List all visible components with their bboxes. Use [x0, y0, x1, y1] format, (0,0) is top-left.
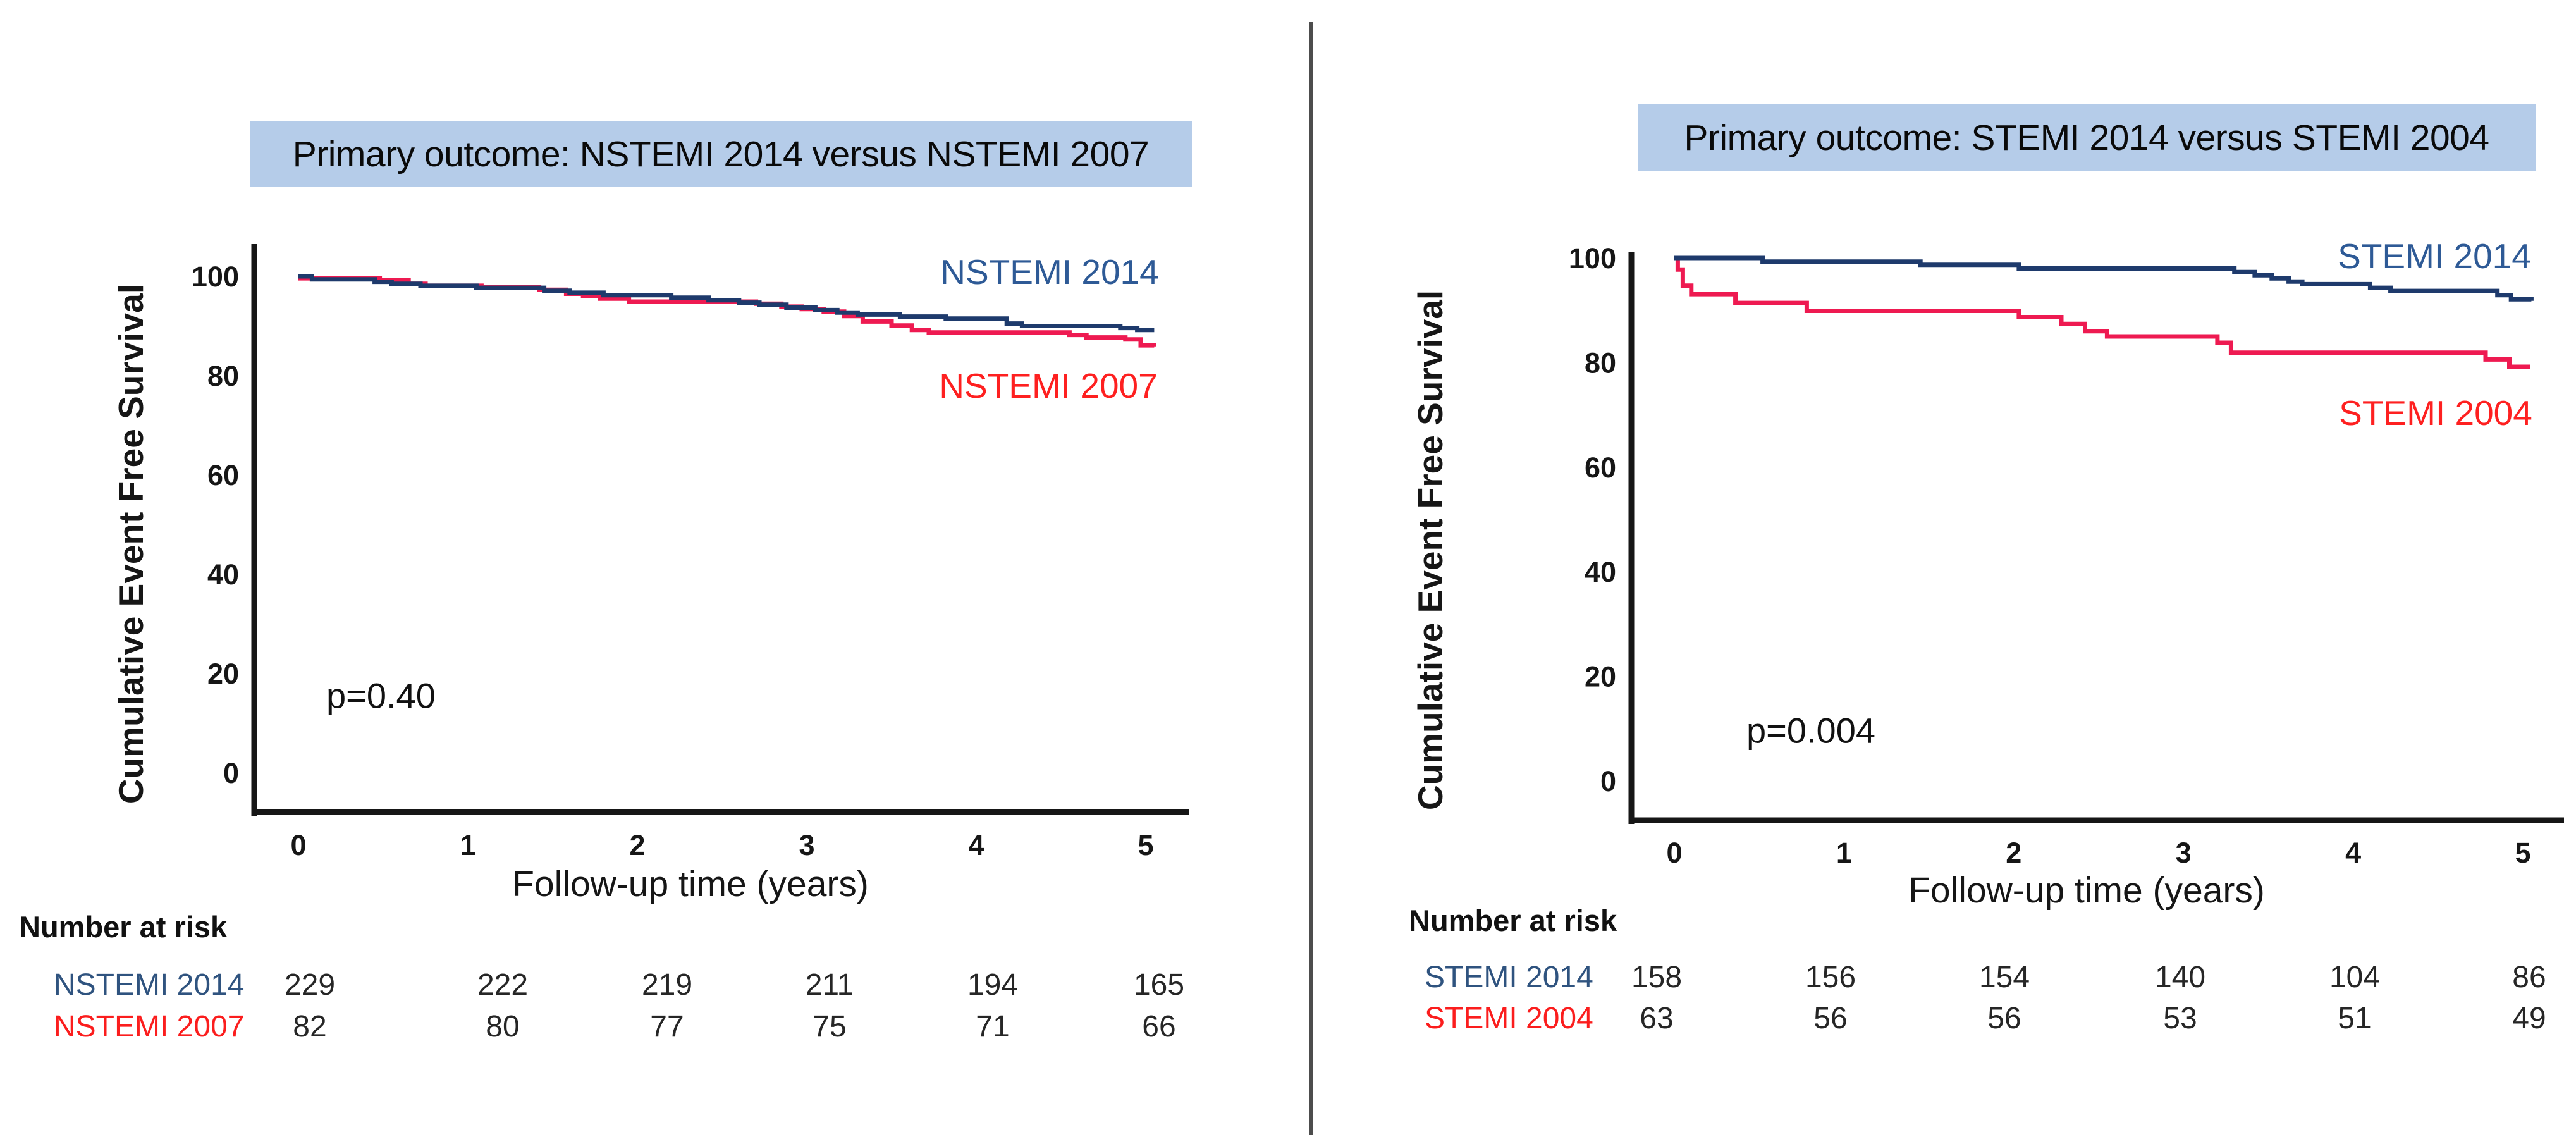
y-tick-label: 0: [223, 757, 239, 789]
risk-count: 219: [641, 968, 693, 1002]
risk-count: 104: [2329, 961, 2381, 994]
risk-count: 56: [1813, 1002, 1848, 1035]
right-series-label-stemi-2014: STEMI 2014: [2338, 237, 2531, 276]
risk-count: 51: [2338, 1002, 2372, 1035]
risk-count: 86: [2512, 961, 2546, 994]
risk-row-label-nstemi-2007: NSTEMI 2007: [54, 1010, 245, 1043]
y-tick-label: 40: [207, 558, 239, 591]
x-tick-label: 3: [799, 829, 814, 861]
x-tick-label: 2: [629, 829, 645, 861]
left-number-at-risk-header: Number at risk: [19, 910, 228, 944]
km-plot-stemi: 100 80 60 40 20 0 0 1 2 3 4 5: [1569, 242, 2564, 869]
risk-count: 154: [1978, 961, 2030, 994]
risk-count: 165: [1133, 968, 1185, 1002]
x-tick-label: 5: [2515, 837, 2530, 869]
y-tick-label: 80: [207, 360, 239, 392]
km-curve-stemi-2014: [1674, 255, 2534, 302]
risk-count: 77: [650, 1010, 684, 1043]
x-tick-label: 1: [460, 829, 475, 861]
x-tick-label: 5: [1138, 829, 1153, 861]
risk-count: 222: [477, 968, 529, 1002]
right-y-axis-title: Cumulative Event Free Survival: [1411, 290, 1450, 811]
y-tick-label: 80: [1585, 347, 1616, 379]
x-tick-label: 0: [290, 829, 306, 861]
right-number-at-risk-header: Number at risk: [1409, 904, 1617, 937]
risk-row-label-nstemi-2014: NSTEMI 2014: [54, 968, 245, 1002]
right-x-axis-title: Follow-up time (years): [1908, 870, 2265, 911]
left-x-axis-title: Follow-up time (years): [512, 864, 869, 904]
risk-row-label-stemi-2014: STEMI 2014: [1425, 961, 1593, 994]
x-tick-label: 2: [2006, 837, 2021, 869]
y-tick-label: 100: [192, 261, 239, 293]
risk-count: 66: [1142, 1010, 1176, 1043]
left-p-value: p=0.40: [326, 675, 436, 716]
risk-count: 63: [1640, 1002, 1674, 1035]
risk-count: 56: [1987, 1002, 2021, 1035]
y-tick-label: 0: [1600, 765, 1616, 797]
panel-divider: [1309, 22, 1313, 1135]
risk-count: 229: [284, 968, 336, 1002]
x-tick-label: 4: [2345, 837, 2361, 869]
y-tick-label: 60: [207, 459, 239, 491]
risk-count: 211: [805, 968, 854, 1002]
left-series-label-nstemi-2007: NSTEMI 2007: [939, 366, 1158, 405]
risk-count: 158: [1631, 961, 1683, 994]
x-tick-label: 1: [1836, 837, 1852, 869]
y-tick-label: 20: [1585, 661, 1616, 693]
km-plot-nstemi: 100 80 60 40 20 0 0 1 2 3 4 5: [192, 244, 1189, 861]
risk-count: 49: [2512, 1002, 2546, 1035]
risk-count: 140: [2154, 961, 2206, 994]
right-series-label-stemi-2004: STEMI 2004: [2339, 393, 2532, 433]
risk-count: 156: [1805, 961, 1856, 994]
x-tick-label: 4: [968, 829, 984, 861]
x-tick-label: 0: [1666, 837, 1682, 869]
left-chart-title: Primary outcome: NSTEMI 2014 versus NSTE…: [250, 121, 1192, 187]
y-tick-label: 40: [1585, 556, 1616, 588]
left-series-label-nstemi-2014: NSTEMI 2014: [940, 252, 1159, 292]
risk-count: 71: [976, 1010, 1010, 1043]
x-tick-label: 3: [2176, 837, 2192, 869]
risk-count: 80: [486, 1010, 520, 1043]
km-curve-stemi-2004: [1674, 255, 2530, 369]
risk-count: 194: [967, 968, 1019, 1002]
risk-count: 82: [293, 1010, 327, 1043]
y-tick-label: 100: [1569, 242, 1616, 274]
right-chart-title: Primary outcome: STEMI 2014 versus STEMI…: [1638, 104, 2536, 171]
risk-count: 53: [2163, 1002, 2197, 1035]
risk-row-label-stemi-2004: STEMI 2004: [1425, 1002, 1593, 1035]
risk-count: 75: [813, 1010, 847, 1043]
left-y-axis-title: Cumulative Event Free Survival: [111, 283, 150, 804]
right-p-value: p=0.004: [1746, 710, 1875, 751]
km-curve-nstemi-2014: [298, 274, 1155, 333]
y-tick-label: 20: [207, 658, 239, 690]
y-tick-label: 60: [1585, 452, 1616, 484]
